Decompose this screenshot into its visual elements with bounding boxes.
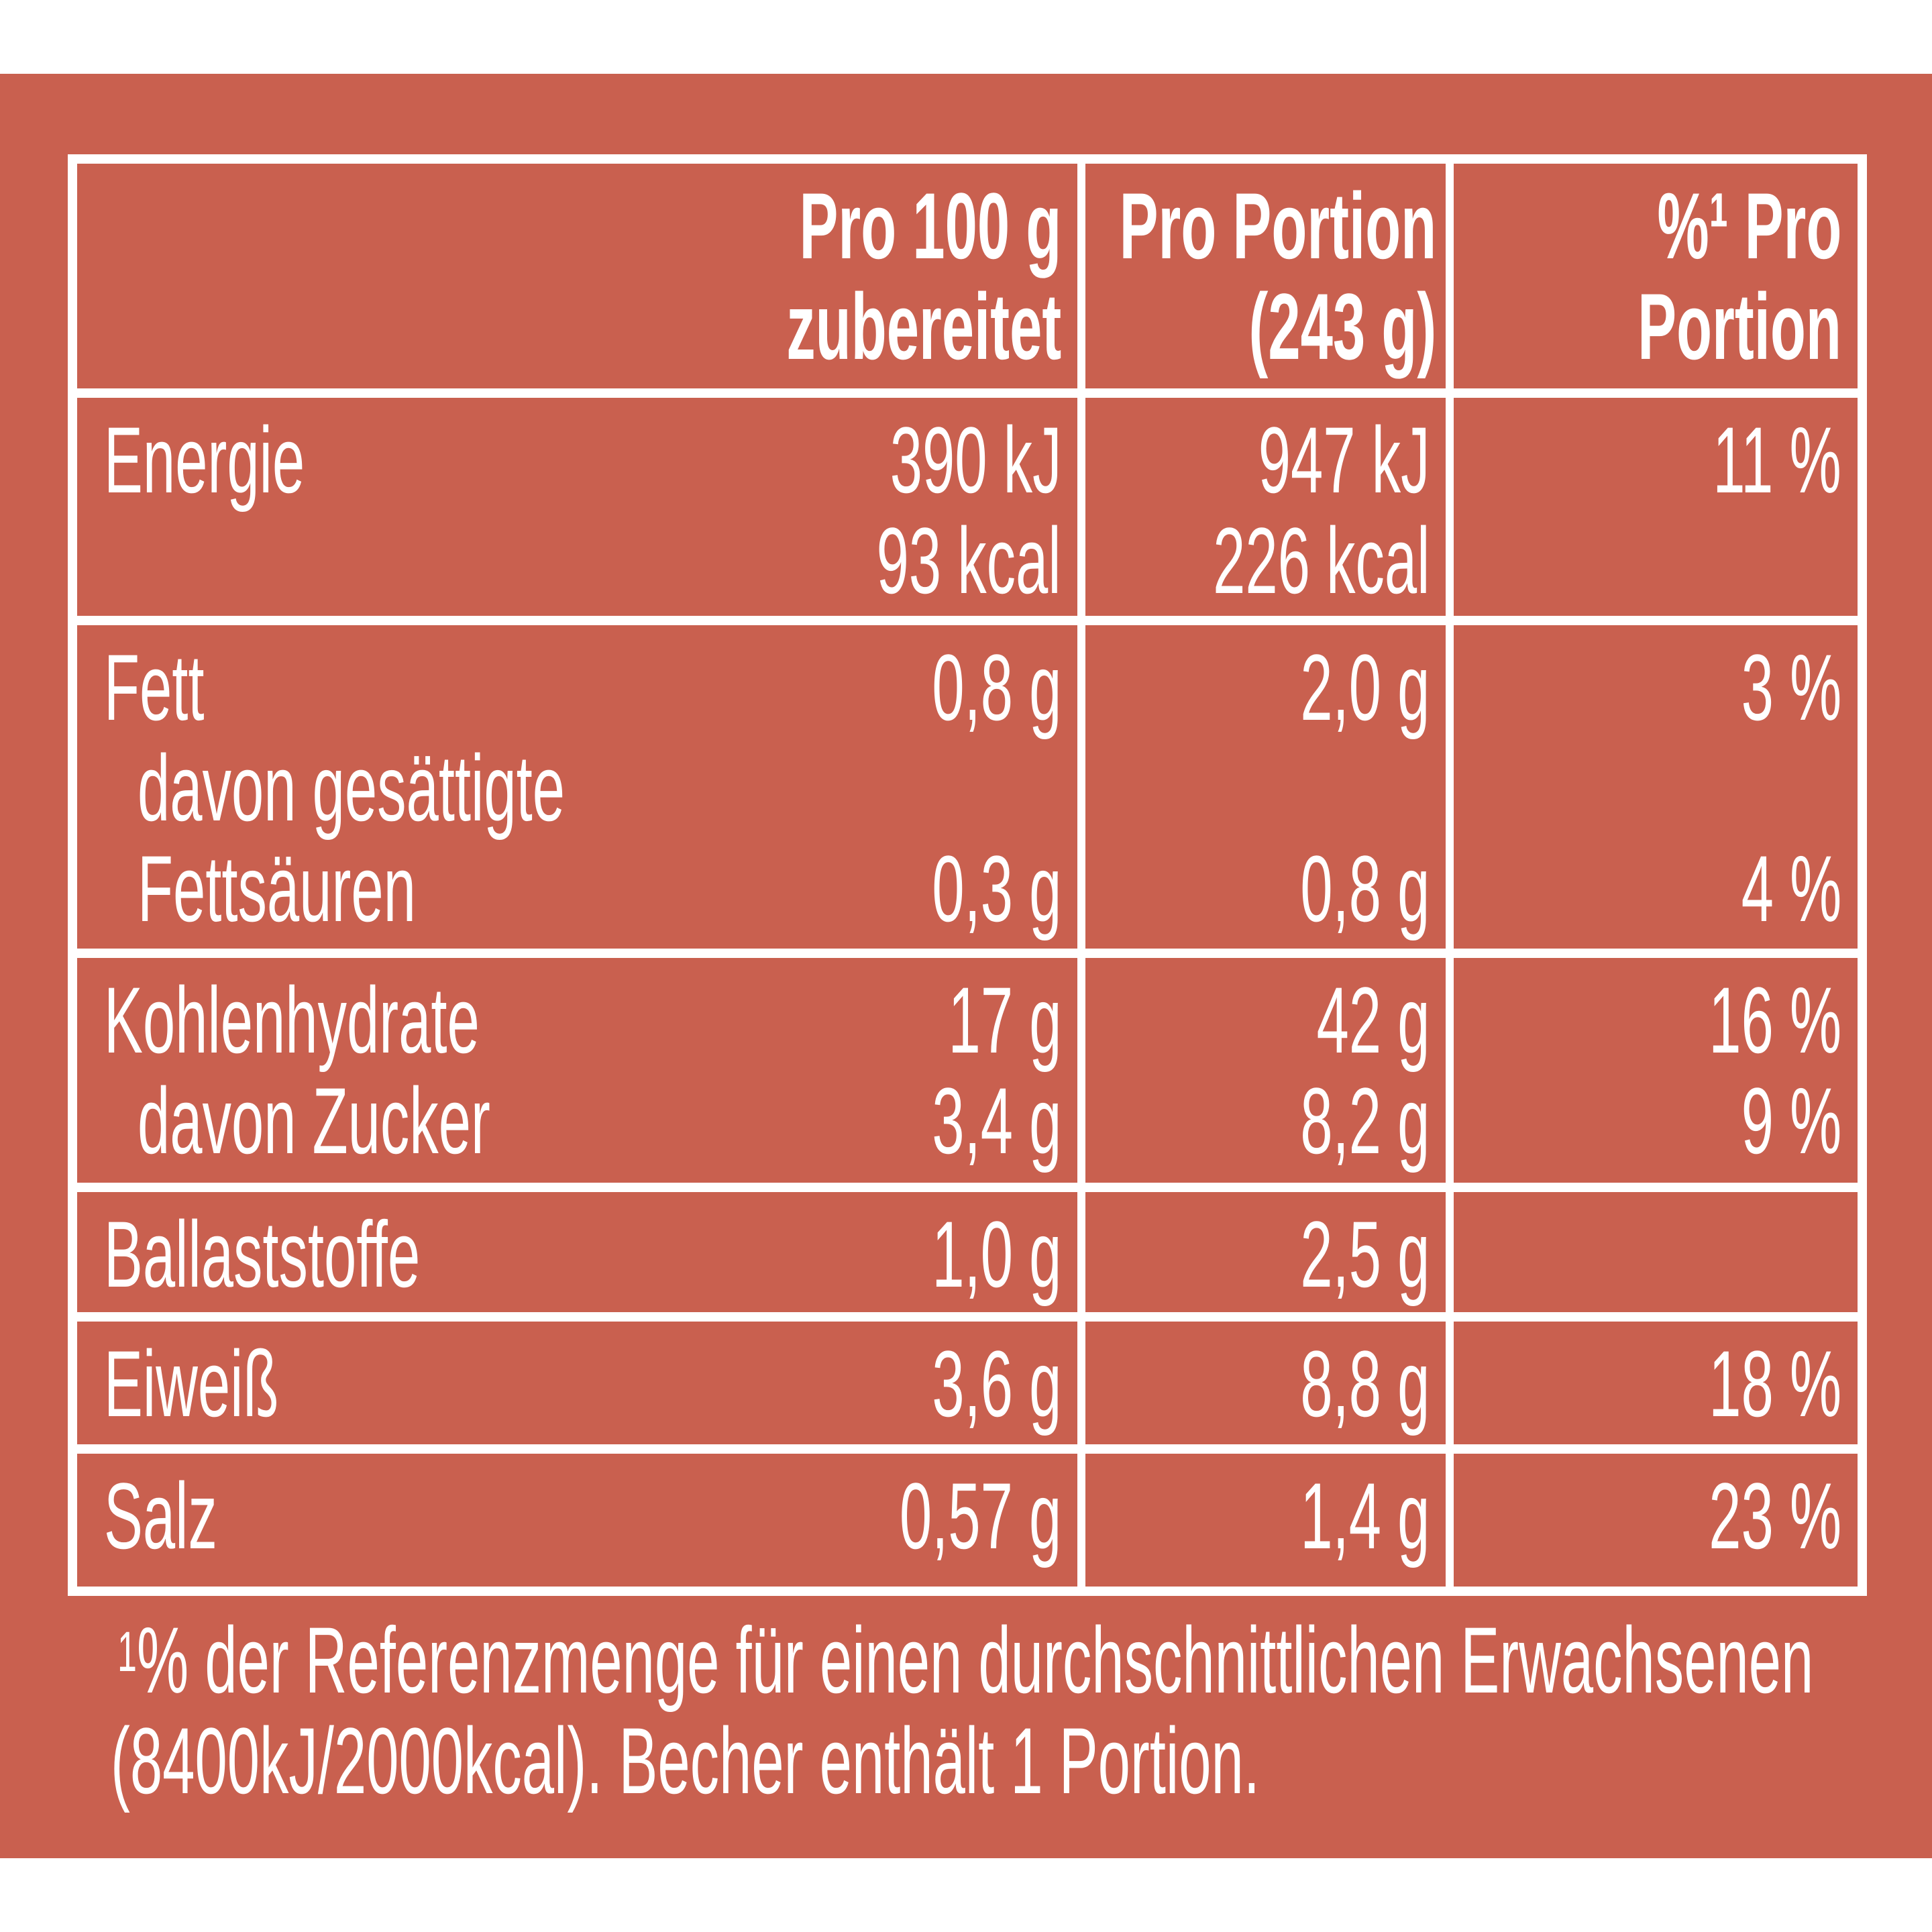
value-portion: 226 kcal <box>1212 508 1430 613</box>
value-per100: 17 g <box>948 967 1061 1073</box>
row-eiweiss-portion: 8,8 g <box>1085 1322 1454 1454</box>
value-pct: 18 % <box>1709 1331 1841 1436</box>
row-fett-pct: 3 % 4 % <box>1454 625 1858 958</box>
value-portion: 8,8 g <box>1299 1331 1430 1436</box>
value-per100: 1,0 g <box>931 1201 1061 1307</box>
row-salz-pct: 23 % <box>1454 1454 1858 1587</box>
label-background <box>0 74 1932 1858</box>
row-eiweiss-label: Eiweiß 3,6 g <box>77 1322 1085 1454</box>
label-text: Energie <box>104 407 305 513</box>
row-kohlenhydrate-portion: 42 g 8,2 g <box>1085 958 1454 1192</box>
header-cell-per-100g: Pro 100 g zubereitet <box>77 164 1085 398</box>
value-portion: 42 g <box>1316 967 1430 1073</box>
label-text: Ballaststoffe <box>104 1201 421 1307</box>
row-eiweiss-pct: 18 % <box>1454 1322 1858 1454</box>
row-energie-label: Energie 390 kJ 93 kcal <box>77 398 1085 625</box>
header-per-portion-line2: (243 g) <box>1248 274 1436 379</box>
value-portion: 0,8 g <box>1299 836 1430 941</box>
footnote-line2: (8400kJ/2000kcal). Becher enthält 1 Port… <box>111 1708 1260 1813</box>
label-text: davon Zucker <box>138 1068 490 1173</box>
label-text: Kohlenhydrate <box>104 967 480 1073</box>
value-pct: 3 % <box>1741 635 1841 740</box>
header-percent-line1: Pro <box>1744 173 1841 278</box>
label-text: Salz <box>104 1463 217 1568</box>
row-ballaststoffe-label: Ballaststoffe 1,0 g <box>77 1192 1085 1322</box>
row-kohlenhydrate-label: Kohlenhydrate davon Zucker 17 g 3,4 g <box>77 958 1085 1192</box>
row-salz-label: Salz 0,57 g <box>77 1454 1085 1587</box>
value-per100: 93 kcal <box>876 508 1061 613</box>
value-per100: 3,4 g <box>931 1068 1061 1173</box>
value-portion: 8,2 g <box>1299 1068 1430 1173</box>
value-per100: 0,3 g <box>931 836 1061 941</box>
value-portion: 947 kJ <box>1258 407 1430 513</box>
label-text: Fettsäuren <box>138 836 416 941</box>
header-per-portion-line1: Pro Portion <box>1119 173 1436 278</box>
header-cell-per-portion: Pro Portion (243 g) <box>1085 164 1454 398</box>
value-pct: 16 % <box>1709 967 1841 1073</box>
row-salz-portion: 1,4 g <box>1085 1454 1454 1587</box>
header-percent-line2: Portion <box>1638 274 1841 379</box>
row-fett-portion: 2,0 g 0,8 g <box>1085 625 1454 958</box>
value-per100: 3,6 g <box>931 1331 1061 1436</box>
value-pct: 4 % <box>1741 836 1841 941</box>
value-pct: 9 % <box>1741 1068 1841 1173</box>
value-pct: 23 % <box>1709 1463 1841 1568</box>
label-text: davon gesättigte <box>138 735 566 841</box>
value-per100: 390 kJ <box>890 407 1061 513</box>
header-percent-ri: %¹ <box>1657 173 1729 278</box>
row-energie-portion: 947 kJ 226 kcal <box>1085 398 1454 625</box>
row-energie-pct: 11 % <box>1454 398 1858 625</box>
label-text: Fett <box>104 635 205 740</box>
value-per100: 0,57 g <box>899 1463 1061 1568</box>
value-pct: 11 % <box>1713 407 1841 513</box>
footnote-line1: % der Referenzmenge für einen durchschni… <box>136 1607 1814 1713</box>
footnote-marker: 1 <box>117 1620 137 1683</box>
label-text: Eiweiß <box>104 1331 279 1436</box>
value-portion: 1,4 g <box>1299 1463 1430 1568</box>
value-portion: 2,0 g <box>1299 635 1430 740</box>
row-ballaststoffe-pct <box>1454 1192 1858 1322</box>
header-cell-percent: %¹ Pro Portion <box>1454 164 1858 398</box>
value-portion: 2,5 g <box>1299 1201 1430 1307</box>
row-kohlenhydrate-pct: 16 % 9 % <box>1454 958 1858 1192</box>
row-ballaststoffe-portion: 2,5 g <box>1085 1192 1454 1322</box>
header-per-100g-line1: Pro 100 g <box>799 173 1061 278</box>
value-per100: 0,8 g <box>931 635 1061 740</box>
row-fett-label: Fett davon gesättigte Fettsäuren 0,8 g 0… <box>77 625 1085 958</box>
footnote: 1% der Referenzmenge für einen durchschn… <box>111 1607 1932 1811</box>
header-per-100g-line2: zubereitet <box>786 274 1061 379</box>
nutrition-table: Pro 100 g zubereitet Pro Portion (243 g)… <box>68 154 1867 1596</box>
